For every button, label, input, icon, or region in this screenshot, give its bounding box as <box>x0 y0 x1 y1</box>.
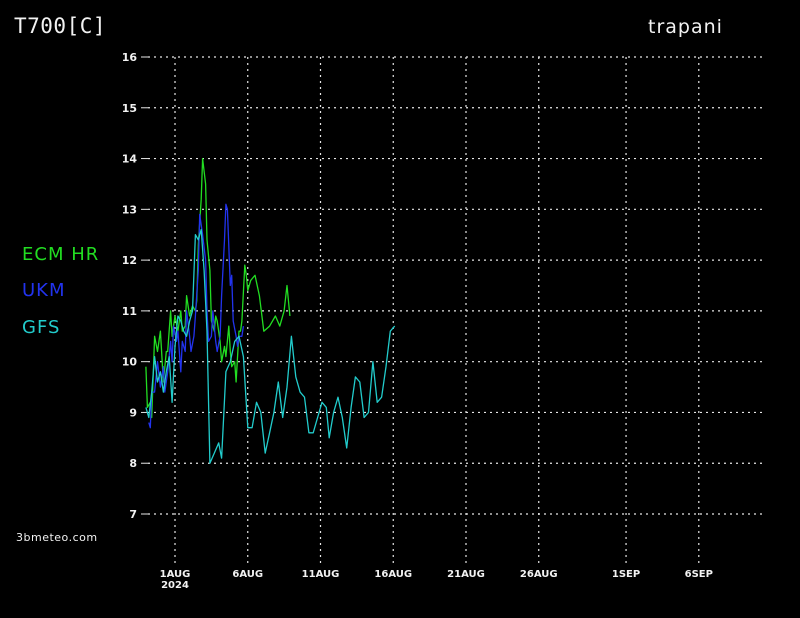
y-tick-label: 14 <box>122 153 138 166</box>
legend-ecm-hr: ECM HR <box>22 244 100 265</box>
y-tick-label: 12 <box>122 254 137 267</box>
credit-text: 3bmeteo.com <box>16 531 98 544</box>
station-name: trapani <box>648 16 723 38</box>
y-tick-label: 15 <box>122 102 137 115</box>
chart-title: T700[C] <box>14 14 107 38</box>
x-tick-sublabel: 2024 <box>161 580 189 591</box>
series-line-gfs <box>145 228 396 464</box>
x-tick-label: 6AUG <box>232 569 263 580</box>
series-line-ecm-hr <box>145 157 291 419</box>
y-tick-label: 13 <box>122 203 137 216</box>
legend-ukm: UKM <box>22 280 66 301</box>
legend-gfs: GFS <box>22 317 61 338</box>
y-tick-label: 16 <box>122 51 138 64</box>
x-tick-label: 11AUG <box>302 569 340 580</box>
x-tick-label: 26AUG <box>520 569 558 580</box>
x-tick-label: 21AUG <box>447 569 485 580</box>
x-tick-label: 6SEP <box>685 569 713 580</box>
y-tick-label: 7 <box>129 508 137 521</box>
y-tick-label: 9 <box>129 406 137 419</box>
series-line-ukm <box>148 203 245 429</box>
x-tick-label: 1AUG <box>160 569 191 580</box>
y-tick-label: 10 <box>122 356 138 369</box>
y-tick-label: 11 <box>122 305 137 318</box>
x-tick-label: 16AUG <box>374 569 412 580</box>
y-tick-label: 8 <box>129 457 137 470</box>
x-tick-label: 1SEP <box>612 569 640 580</box>
